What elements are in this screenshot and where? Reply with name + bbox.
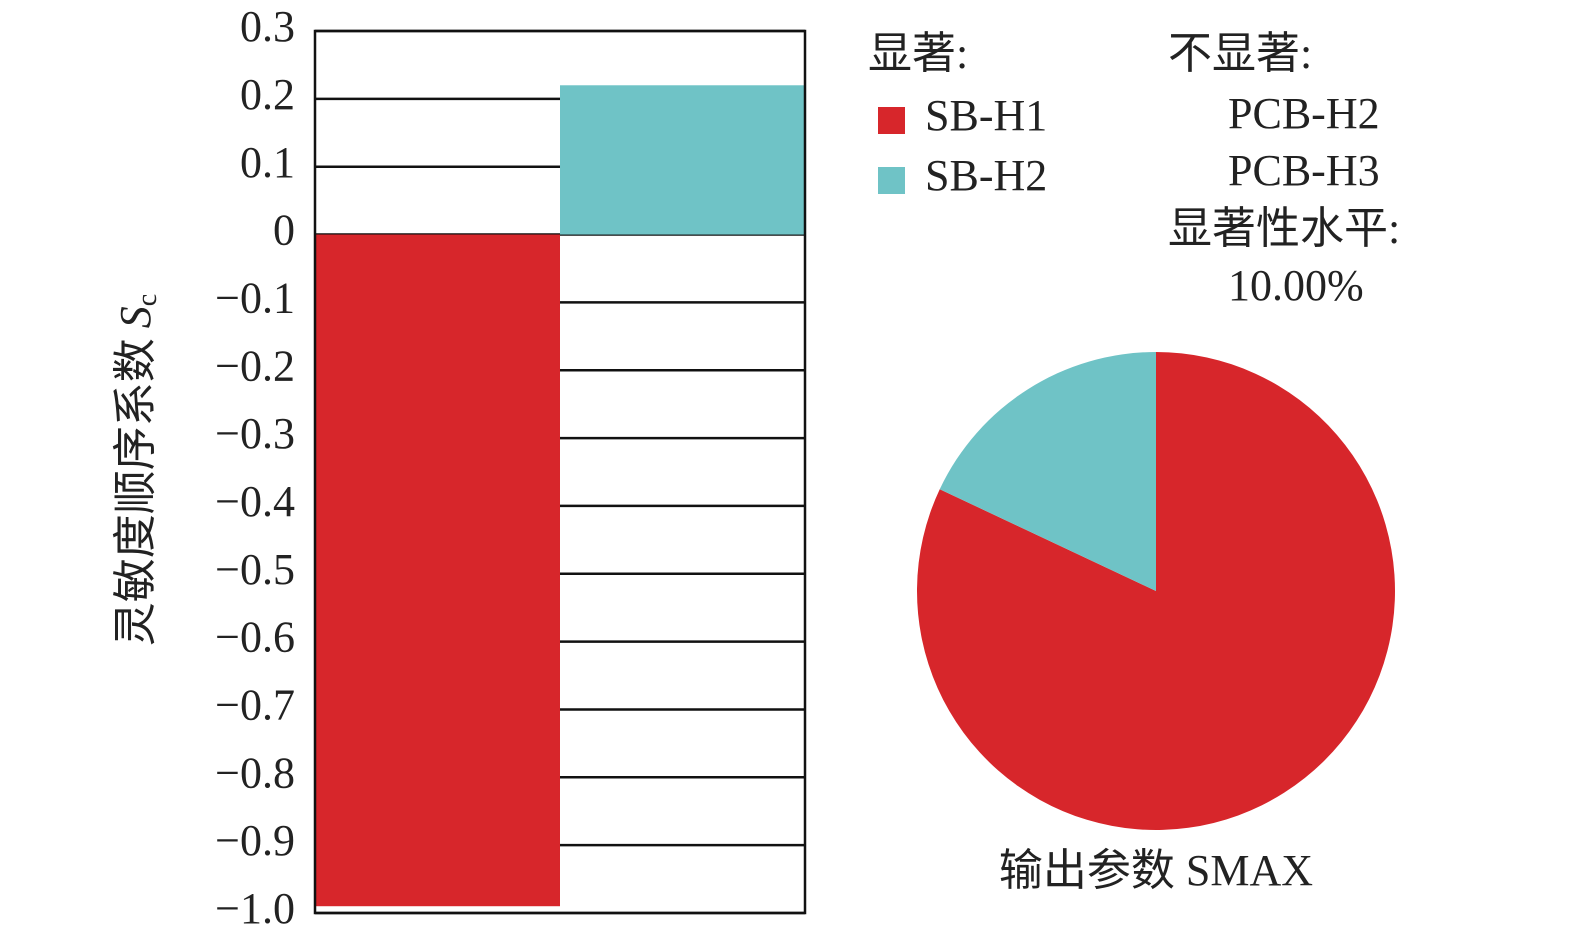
insignificant-item: PCB-H2 [1228, 89, 1380, 138]
y-axis-label: 灵敏度顺序系数 Sc [111, 294, 163, 646]
legend-label: SB-H2 [925, 151, 1047, 200]
significance-title: 显著性水平: [1168, 204, 1400, 253]
y-tick-label: −0.1 [215, 273, 295, 322]
y-tick-label: 0.1 [240, 138, 295, 187]
y-tick-label: −0.6 [215, 613, 295, 662]
y-tick-label: −0.8 [215, 748, 295, 797]
y-tick-label: 0.2 [240, 70, 295, 119]
y-tick-label: −0.5 [215, 545, 295, 594]
y-tick-label: 0 [273, 206, 295, 255]
insignificant-item: PCB-H3 [1228, 146, 1380, 195]
legend-swatch [878, 167, 905, 194]
y-axis-label-subscript: c [132, 294, 163, 306]
insignificant-title: 不显著: [1168, 29, 1312, 78]
y-tick-label: −0.4 [215, 477, 295, 526]
significance-level: 10.00% [1228, 261, 1364, 310]
y-tick-label: −0.3 [215, 409, 295, 458]
y-axis-label-symbol: S [111, 306, 160, 328]
bar [560, 85, 805, 235]
y-axis-label-text: 灵敏度顺序系数 [111, 338, 160, 646]
y-tick-label: −0.9 [215, 816, 295, 865]
y-tick-label: −0.7 [215, 681, 295, 730]
pie-title: 输出参数 SMAX [999, 846, 1313, 895]
legend-label: SB-H1 [925, 91, 1047, 140]
pie-slice [939, 352, 1156, 591]
legend-title: 显著: [868, 29, 968, 78]
bar [315, 234, 560, 907]
legend-swatch [878, 107, 905, 134]
y-tick-label: −0.2 [215, 341, 295, 390]
y-tick-label: −1.0 [215, 884, 295, 933]
y-tick-label: 0.3 [240, 2, 295, 51]
plot-frame [313, 29, 807, 915]
